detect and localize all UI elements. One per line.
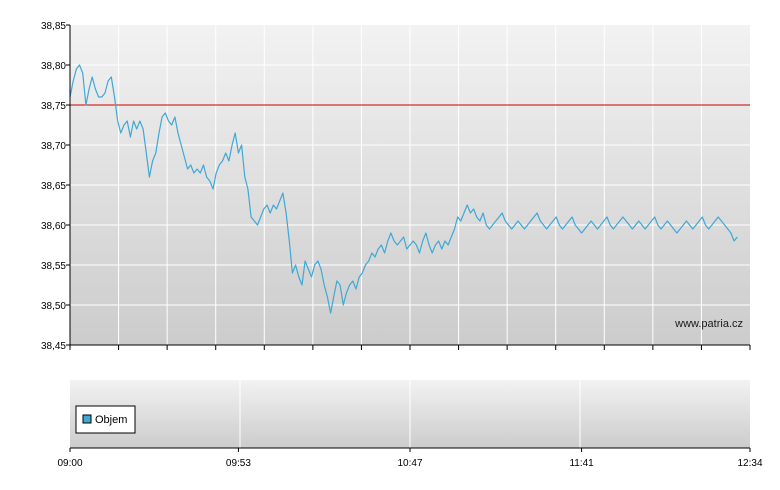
price-y-ticks: 38,85 38,80 38,75 38,70 38,65 38,60 38,55 38,50… <box>41 21 70 352</box>
price-y-tick-label: 38,70 <box>41 141 66 152</box>
price-y-tick-label: 38,45 <box>41 341 66 352</box>
price-y-tick-label: 38,60 <box>41 221 66 232</box>
volume-x-tick-label: 12:34 <box>737 458 762 469</box>
price-grid <box>70 25 750 345</box>
price-y-tick-label: 38,85 <box>41 21 66 32</box>
price-y-tick-label: 38,50 <box>41 301 66 312</box>
price-y-tick-label: 38,80 <box>41 61 66 72</box>
price-y-tick-label: 38,75 <box>41 101 66 112</box>
price-series-line <box>69 64 738 314</box>
volume-x-tick-label: 11:41 <box>569 458 594 469</box>
legend-label: Objem <box>95 414 127 426</box>
volume-grid <box>239 380 581 448</box>
legend: Objem <box>75 405 136 434</box>
volume-x-tick-label: 09:53 <box>226 458 251 469</box>
legend-swatch <box>82 414 92 424</box>
watermark-text: www.patria.cz <box>674 318 743 330</box>
volume-x-ticks: 09:00 09:53 10:47 11:41 12:34 <box>57 448 763 469</box>
volume-x-tick-label: 10:47 <box>397 458 422 469</box>
volume-x-tick-label: 09:00 <box>57 458 82 469</box>
price-y-tick-label: 38,55 <box>41 261 66 272</box>
price-y-tick-label: 38,65 <box>41 181 66 192</box>
price-x-tick-marks <box>69 345 751 350</box>
